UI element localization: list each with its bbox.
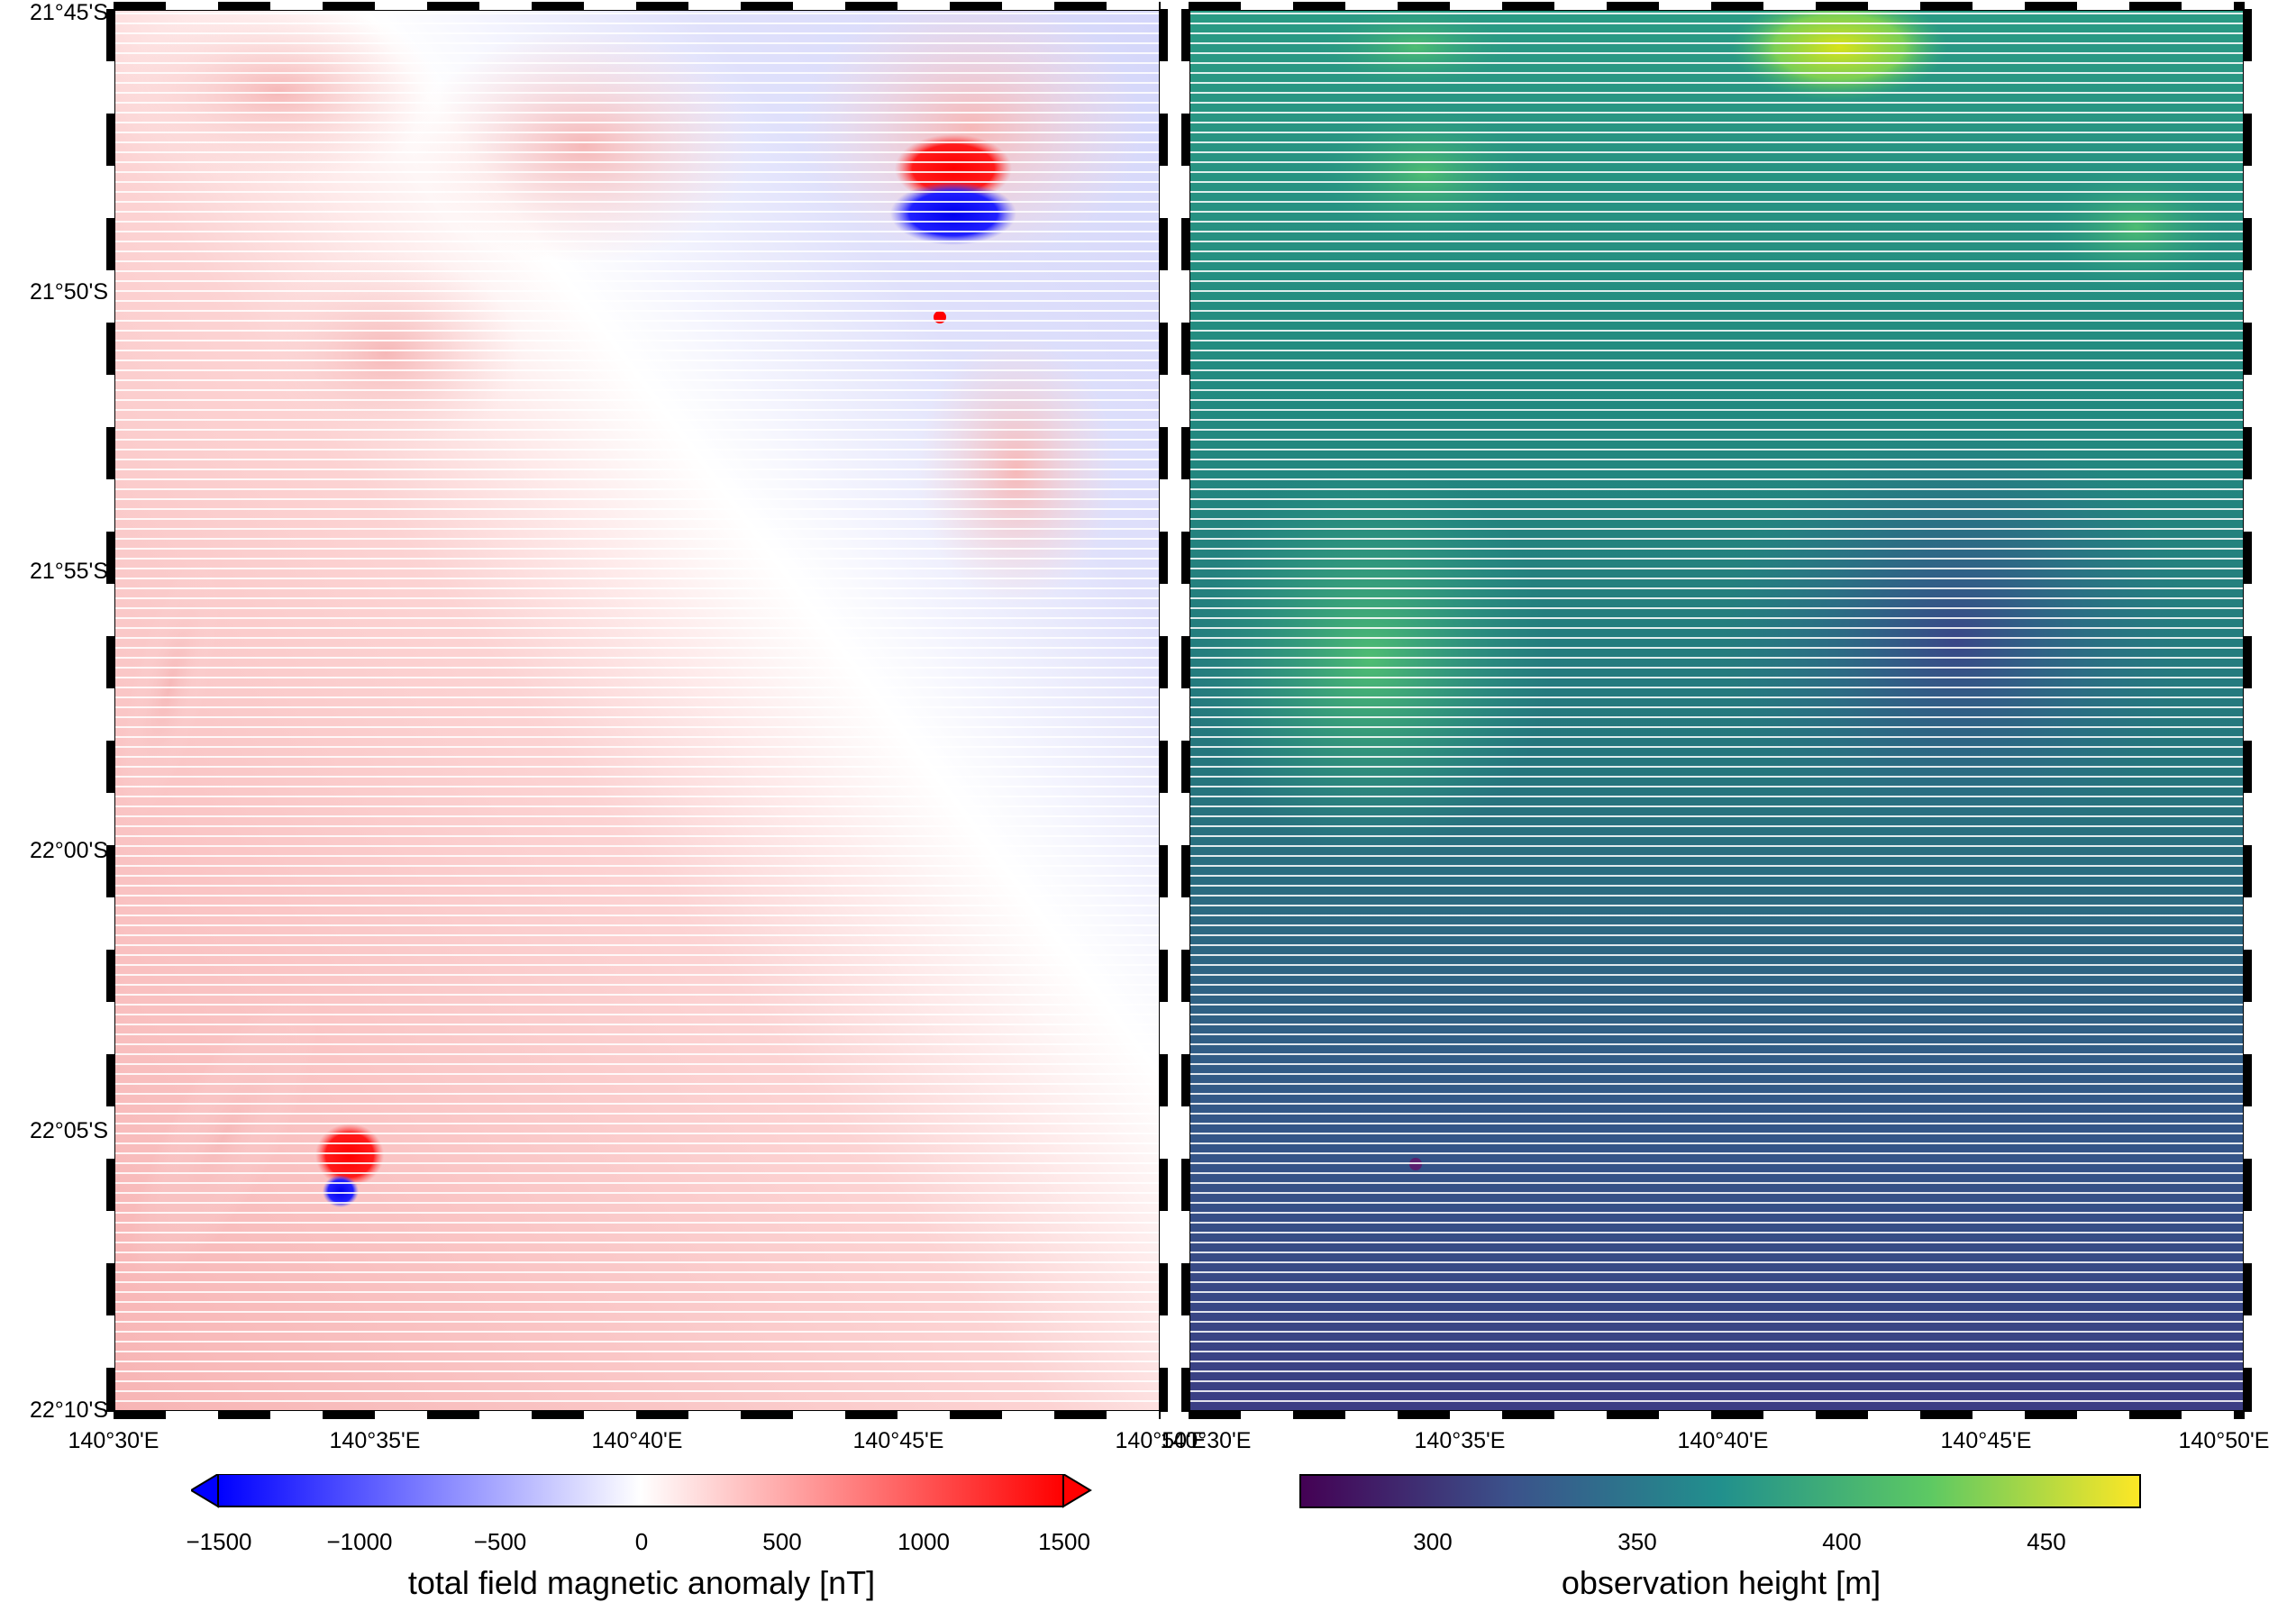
lon-label: 140°35'E: [1414, 1428, 1506, 1453]
right-map-bottom-frame: [1189, 1411, 2245, 1419]
lat-label: 21°50'S: [29, 279, 108, 305]
height-colorbar: [1299, 1474, 2141, 1508]
magnetic-anomaly-map: [114, 9, 1161, 1412]
colorbar-tick-label: 450: [2027, 1528, 2066, 1555]
colorbar-tick-label: −1500: [186, 1528, 252, 1555]
left-map-bottom-frame: [114, 1411, 1161, 1419]
flight-line-overlay: [1190, 11, 2243, 1410]
lon-label: 140°45'E: [1940, 1428, 2032, 1453]
lon-label: 140°35'E: [329, 1428, 421, 1453]
lon-label: 140°40'E: [1677, 1428, 1769, 1453]
colorbar-tick-label: 500: [762, 1528, 802, 1555]
left-map-right-frame: [1160, 9, 1168, 1412]
right-map-right-frame: [2244, 9, 2252, 1412]
lat-label: 22°05'S: [29, 1118, 108, 1143]
colorbar-tick-label: 1000: [897, 1528, 950, 1555]
colorbar-tick-label: 1500: [1038, 1528, 1090, 1555]
lon-label: 140°50'E: [1115, 1428, 1207, 1453]
colorbar-tick-label: 0: [634, 1528, 649, 1555]
observation-height-map: [1189, 9, 2245, 1412]
colorbar-title: total field magnetic anomaly [nT]: [407, 1564, 876, 1601]
colorbar-tick-label: 400: [1822, 1528, 1862, 1555]
lat-label: 22°10'S: [29, 1397, 108, 1423]
lon-label: 140°30'E: [1160, 1428, 1252, 1453]
left-map-top-frame: [114, 2, 1161, 10]
magnetic-colorbar: [191, 1474, 1092, 1508]
colorbar-tick-label: −500: [473, 1528, 527, 1555]
lat-label: 22°00'S: [29, 838, 108, 863]
left-map-left-frame: [106, 9, 114, 1412]
lon-label: 140°40'E: [591, 1428, 683, 1453]
lon-label: 140°30'E: [68, 1428, 159, 1453]
right-map-left-frame: [1181, 9, 1189, 1412]
lat-label: 21°55'S: [29, 559, 108, 584]
lon-label: 140°45'E: [852, 1428, 944, 1453]
colorbar-tick-label: 300: [1413, 1528, 1453, 1555]
colorbar-tick-label: −1000: [326, 1528, 393, 1555]
colorbar-tick-label: 350: [1617, 1528, 1657, 1555]
lat-label: 21°45'S: [29, 0, 108, 25]
right-map-top-frame: [1189, 2, 2245, 10]
flight-line-overlay: [115, 11, 1159, 1410]
lon-label: 140°50'E: [2178, 1428, 2270, 1453]
colorbar-title: observation height [m]: [1561, 1564, 1881, 1601]
